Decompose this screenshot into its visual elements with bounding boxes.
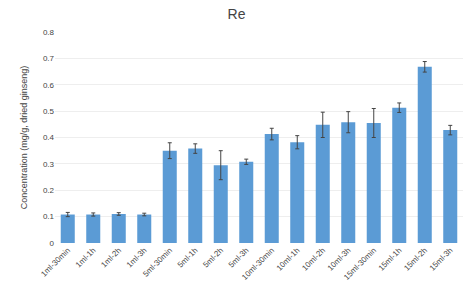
svg-text:Concentration (mg/g, dried gin: Concentration (mg/g, dried ginseng) bbox=[19, 66, 29, 210]
svg-text:0.1: 0.1 bbox=[43, 212, 55, 221]
svg-text:0: 0 bbox=[50, 239, 55, 248]
svg-text:15ml-2h: 15ml-2h bbox=[402, 246, 429, 273]
svg-text:10ml-30min: 10ml-30min bbox=[240, 246, 276, 282]
svg-text:10ml-2h: 10ml-2h bbox=[300, 246, 327, 273]
svg-text:1ml-30min: 1ml-30min bbox=[39, 246, 72, 279]
svg-text:15ml-3h: 15ml-3h bbox=[428, 246, 455, 273]
svg-text:1ml-1h: 1ml-1h bbox=[74, 246, 98, 270]
svg-text:0.6: 0.6 bbox=[43, 81, 55, 90]
svg-text:1ml-2h: 1ml-2h bbox=[99, 246, 123, 270]
svg-text:0.2: 0.2 bbox=[43, 186, 55, 195]
svg-text:0.8: 0.8 bbox=[43, 28, 55, 37]
svg-text:5ml-2h: 5ml-2h bbox=[201, 246, 225, 270]
svg-text:0.4: 0.4 bbox=[43, 133, 55, 142]
svg-text:10ml-1h: 10ml-1h bbox=[275, 246, 302, 273]
svg-text:0.5: 0.5 bbox=[43, 107, 55, 116]
svg-text:Re: Re bbox=[228, 6, 246, 22]
svg-text:0.3: 0.3 bbox=[43, 160, 55, 169]
svg-text:1ml-3h: 1ml-3h bbox=[125, 246, 149, 270]
svg-text:5ml-3h: 5ml-3h bbox=[227, 246, 251, 270]
svg-text:10ml-3h: 10ml-3h bbox=[326, 246, 353, 273]
svg-text:5ml-30min: 5ml-30min bbox=[141, 246, 174, 279]
svg-text:15ml-30min: 15ml-30min bbox=[342, 246, 378, 282]
svg-text:15ml-1h: 15ml-1h bbox=[377, 246, 404, 273]
svg-text:5ml-1h: 5ml-1h bbox=[176, 246, 200, 270]
svg-text:0.7: 0.7 bbox=[43, 54, 55, 63]
